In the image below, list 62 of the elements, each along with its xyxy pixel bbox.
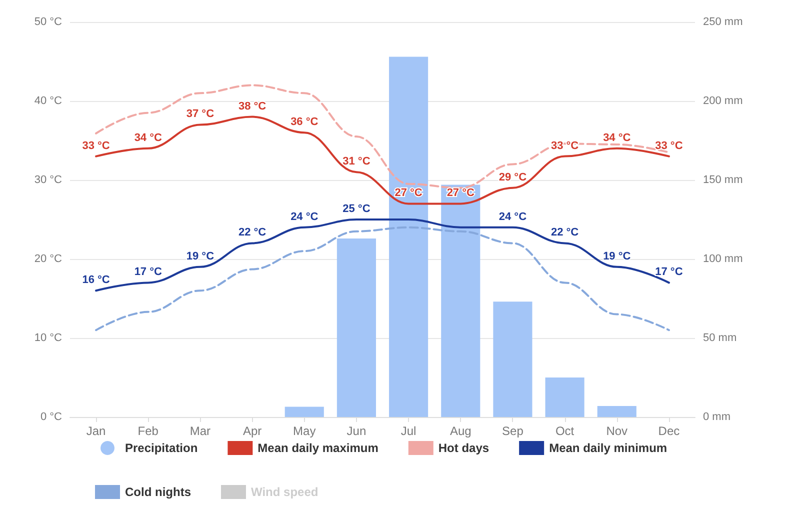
data-label: 33 °C <box>82 140 110 152</box>
data-label: 22 °C <box>238 226 266 239</box>
line-series <box>95 84 670 189</box>
data-label: 37 °C <box>186 108 214 120</box>
legend-label: Hot days <box>438 441 490 455</box>
x-tick-label: Jan <box>86 424 106 438</box>
y2-tick-label: 150 mm <box>703 174 743 186</box>
data-label: 24 °C <box>498 210 527 223</box>
y-tick-label: 20 °C <box>34 253 62 265</box>
y-tick-label: 10 °C <box>34 332 62 344</box>
data-label: 36 °C <box>290 116 318 128</box>
data-label: 31 °C <box>342 156 370 168</box>
bar <box>389 56 428 417</box>
x-tick-label: Oct <box>555 424 575 438</box>
bar <box>545 378 584 417</box>
legend-label: Precipitation <box>125 441 198 455</box>
x-tick-label: May <box>293 424 316 438</box>
data-label: 24 °C <box>290 210 318 223</box>
y2-tick-label: 50 mm <box>703 332 737 344</box>
x-tick-label: Sep <box>502 424 524 438</box>
y-tick-label: 0 °C <box>40 411 62 423</box>
x-tick-label: Nov <box>606 424 628 438</box>
bar <box>493 302 532 417</box>
data-label: 33 °C <box>550 140 579 152</box>
y-tick-label: 40 °C <box>34 95 62 107</box>
x-tick-label: Dec <box>658 424 680 438</box>
legend-label: Cold nights <box>125 485 192 499</box>
data-label: 38 °C <box>238 100 266 112</box>
y-tick-label: 30 °C <box>34 174 62 186</box>
data-label: 25 °C <box>342 203 370 215</box>
data-label: 34 °C <box>134 132 162 144</box>
x-tick-label: Apr <box>242 424 262 438</box>
line-series <box>95 218 670 292</box>
y2-tick-label: 0 mm <box>703 411 730 423</box>
bar <box>597 406 636 417</box>
y-tick-label: 50 °C <box>34 16 62 28</box>
data-label: 33 °C <box>655 140 683 152</box>
data-label: 19 °C <box>603 250 631 262</box>
bar <box>284 406 324 417</box>
data-label: 17 °C <box>134 266 162 278</box>
data-label: 29 °C <box>498 171 527 184</box>
x-tick-label: Jul <box>400 424 416 438</box>
y2-tick-label: 200 mm <box>703 95 743 107</box>
line-series <box>95 226 670 332</box>
legend-label: Mean daily minimum <box>549 441 668 455</box>
y2-tick-label: 100 mm <box>703 253 743 265</box>
bar <box>441 184 480 417</box>
legend-label: Mean daily maximum <box>258 441 378 455</box>
line-series <box>95 116 670 205</box>
x-tick-label: Aug <box>450 424 472 438</box>
x-tick-label: Feb <box>138 424 159 438</box>
data-label: 27 °C <box>394 187 422 200</box>
data-label: 16 °C <box>82 274 110 286</box>
bar <box>336 238 376 417</box>
data-label: 17 °C <box>655 266 683 278</box>
data-label: 34 °C <box>603 132 631 144</box>
x-tick-label: Mar <box>190 424 211 438</box>
data-label: 22 °C <box>550 226 579 239</box>
x-tick-label: Jun <box>346 424 366 438</box>
data-label: 27 °C <box>446 187 474 200</box>
y2-tick-label: 250 mm <box>703 16 743 28</box>
data-label: 19 °C <box>186 250 214 262</box>
